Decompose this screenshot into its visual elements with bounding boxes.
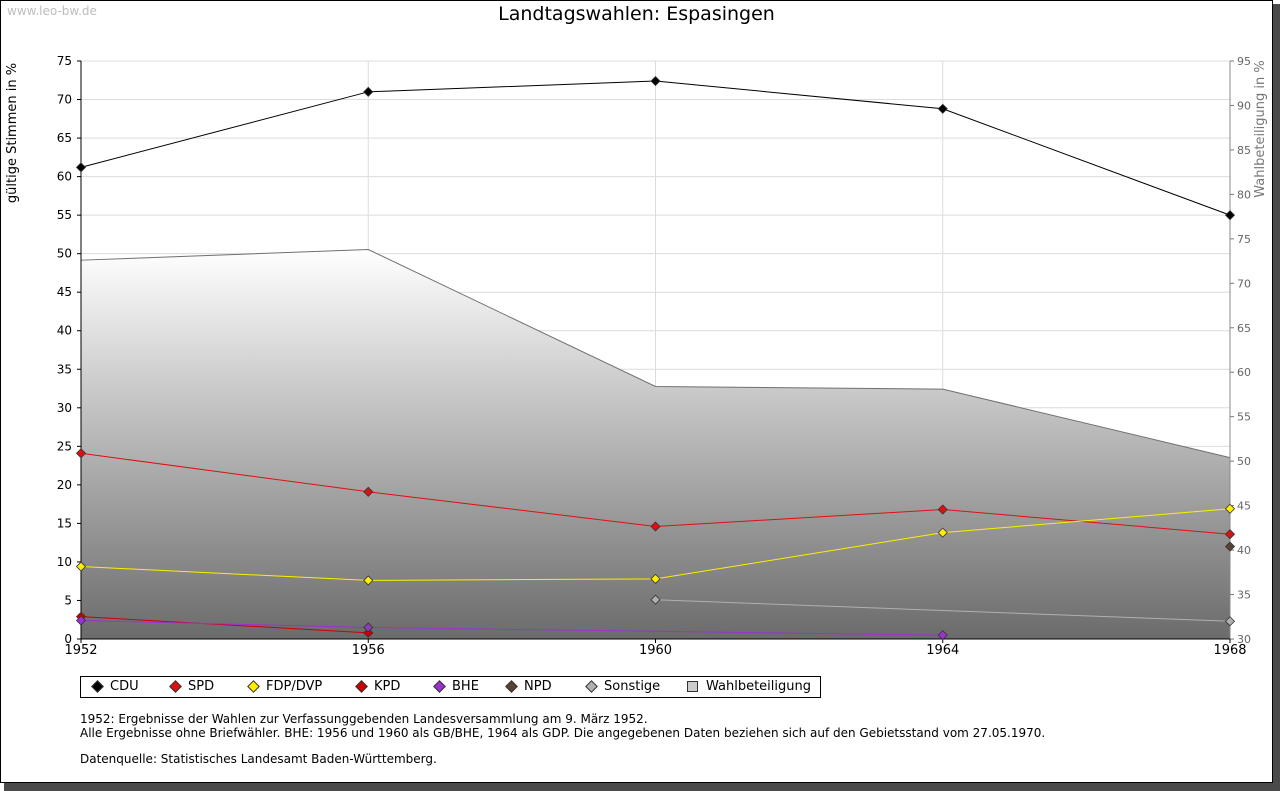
x-tick-label: 1956 bbox=[352, 643, 385, 658]
y-tick-label: 0 bbox=[64, 632, 72, 646]
y-tick-label: 50 bbox=[57, 247, 72, 261]
y-axis-title: gültige Stimmen in % bbox=[5, 63, 20, 203]
x-tick-label: 1968 bbox=[1213, 643, 1246, 658]
legend-label: BHE bbox=[452, 679, 479, 694]
y-tick-label: 30 bbox=[57, 401, 72, 415]
note-source: Datenquelle: Statistisches Landesamt Bad… bbox=[80, 752, 437, 766]
note-line-1: 1952: Ergebnisse der Wahlen zur Verfassu… bbox=[80, 712, 648, 726]
legend-item-bhe: BHE bbox=[433, 679, 479, 694]
legend-item-spd: SPD bbox=[169, 679, 214, 694]
x-tick-label: 1960 bbox=[639, 643, 672, 658]
legend-label: KPD bbox=[374, 679, 401, 694]
legend-marker-sonstige bbox=[585, 680, 598, 693]
y2-tick-label: 45 bbox=[1237, 500, 1251, 513]
data-point-bhe bbox=[363, 622, 374, 633]
legend-item-sonstige: Sonstige bbox=[585, 679, 660, 694]
data-point-cdu bbox=[75, 162, 87, 173]
y-tick-label: 65 bbox=[57, 131, 72, 145]
legend-marker-kpd bbox=[355, 680, 368, 693]
turnout-area bbox=[81, 249, 1230, 640]
legend-label: Wahlbeteiligung bbox=[706, 679, 812, 694]
y-tick-label: 60 bbox=[57, 170, 72, 184]
data-point-cdu bbox=[650, 75, 661, 87]
data-point-bhe bbox=[937, 630, 948, 641]
data-point-sonstige bbox=[650, 594, 661, 605]
data-point-cdu bbox=[937, 103, 948, 114]
frame-shadow-right bbox=[1273, 4, 1280, 791]
y2-tick-label: 85 bbox=[1237, 144, 1251, 157]
y-tick-label: 10 bbox=[57, 555, 72, 569]
legend-marker-cdu bbox=[91, 680, 104, 693]
legend-marker-npd bbox=[505, 680, 518, 693]
data-point-cdu bbox=[363, 86, 374, 97]
data-point-fdp-dvp bbox=[75, 561, 87, 572]
y-tick-label: 75 bbox=[57, 54, 72, 68]
y-tick-label: 35 bbox=[57, 362, 72, 376]
data-point-bhe bbox=[75, 615, 87, 626]
data-point-fdp-dvp bbox=[650, 573, 661, 584]
data-point-fdp-dvp bbox=[1224, 503, 1236, 514]
data-point-fdp-dvp bbox=[937, 527, 948, 538]
y2-tick-label: 95 bbox=[1237, 55, 1251, 68]
data-point-fdp-dvp bbox=[363, 575, 374, 586]
y2-axis-title: Wahlbeteiligung in % bbox=[1253, 60, 1268, 197]
series-line-sonstige bbox=[655, 599, 1231, 622]
legend-item-fdp-dvp: FDP/DVP bbox=[247, 679, 322, 694]
legend-item-npd: NPD bbox=[505, 679, 552, 694]
note-line-2: Alle Ergebnisse ohne Briefwähler. BHE: 1… bbox=[80, 726, 1046, 740]
data-point-cdu bbox=[1224, 210, 1236, 221]
legend-marker-spd bbox=[169, 680, 182, 693]
legend-label: CDU bbox=[110, 679, 139, 694]
data-point-spd bbox=[937, 504, 948, 515]
y2-tick-label: 55 bbox=[1237, 411, 1251, 424]
y2-tick-label: 50 bbox=[1237, 455, 1251, 468]
y-tick-label: 20 bbox=[57, 478, 72, 492]
frame-shadow-bottom bbox=[4, 783, 1280, 791]
data-point-kpd bbox=[363, 627, 374, 638]
x-tick-label: 1964 bbox=[926, 643, 959, 658]
data-point-spd bbox=[650, 521, 661, 532]
y2-tick-label: 75 bbox=[1237, 233, 1251, 246]
data-point-spd bbox=[1224, 529, 1236, 540]
y-tick-label: 5 bbox=[64, 593, 72, 607]
legend-label: FDP/DVP bbox=[266, 679, 323, 694]
legend-item-wahlbeteiligung: Wahlbeteiligung bbox=[687, 679, 811, 694]
data-point-spd bbox=[75, 448, 87, 459]
y-tick-label: 15 bbox=[57, 516, 72, 530]
chart-title: Landtagswahlen: Espasingen bbox=[498, 3, 775, 25]
data-point-spd bbox=[363, 486, 374, 497]
x-tick-label: 1952 bbox=[64, 643, 97, 658]
y2-tick-label: 70 bbox=[1237, 277, 1251, 290]
y2-tick-label: 40 bbox=[1237, 544, 1251, 557]
legend-item-cdu: CDU bbox=[91, 679, 139, 694]
legend-marker-fdp-dvp bbox=[247, 680, 260, 693]
data-point-npd bbox=[1224, 541, 1236, 552]
legend-marker-bhe bbox=[433, 680, 446, 693]
data-point-sonstige bbox=[1224, 616, 1236, 627]
legend-item-kpd: KPD bbox=[355, 679, 400, 694]
y2-tick-label: 35 bbox=[1237, 589, 1251, 602]
y-tick-label: 70 bbox=[57, 93, 72, 107]
legend-label: SPD bbox=[188, 679, 215, 694]
y2-tick-label: 60 bbox=[1237, 366, 1251, 379]
legend-marker-wahlbeteiligung bbox=[687, 681, 698, 692]
y2-tick-label: 65 bbox=[1237, 322, 1251, 335]
watermark: www.leo-bw.de bbox=[7, 4, 97, 18]
legend-label: Sonstige bbox=[604, 679, 661, 694]
y2-tick-label: 90 bbox=[1237, 99, 1251, 112]
y2-tick-label: 80 bbox=[1237, 188, 1251, 201]
turnout-line bbox=[80, 249, 1231, 459]
y-tick-label: 40 bbox=[57, 324, 72, 338]
y-tick-label: 25 bbox=[57, 439, 72, 453]
legend: CDU SPD FDP/DVP KPD BHE NPD Sonstige Wahlbeteil… bbox=[80, 676, 821, 698]
series-line-kpd bbox=[80, 616, 369, 634]
y-tick-label: 45 bbox=[57, 285, 72, 299]
y-tick-label: 55 bbox=[57, 208, 72, 222]
legend-label: NPD bbox=[524, 679, 552, 694]
y2-tick-label: 30 bbox=[1237, 633, 1251, 646]
